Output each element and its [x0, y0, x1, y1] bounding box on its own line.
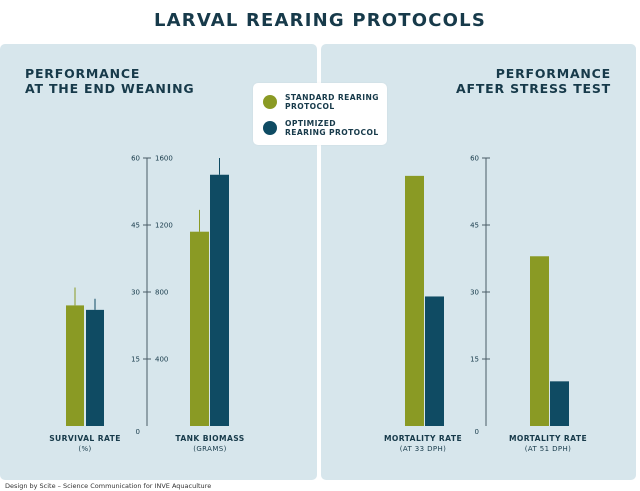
- category-label-survival-main: SURVIVAL RATE: [49, 434, 121, 443]
- category-label-biomass-main: TANK BIOMASS: [175, 434, 245, 443]
- left-y-axis-tick-label: 15: [131, 356, 140, 364]
- category-label-survival: SURVIVAL RATE (%): [40, 434, 130, 454]
- category-label-mortality-51: MORTALITY RATE (AT 51 DPH): [503, 434, 593, 454]
- bar-survival-standard: [66, 305, 84, 426]
- right-y-axis-tick-label: 30: [470, 289, 479, 297]
- right-y-axis-tick-label: 15: [470, 356, 479, 364]
- left-y-axis-tick-label: 60: [131, 155, 140, 163]
- left-y-axis-tick-label: 0: [136, 428, 140, 436]
- left-y-axis-tick-label: 30: [131, 289, 140, 297]
- category-label-mortality-33: MORTALITY RATE (AT 33 DPH): [378, 434, 468, 454]
- bar-mortality51-standard: [530, 256, 549, 426]
- biomass-y-axis-tick-label: 400: [155, 356, 168, 364]
- right-y-axis-tick-label: 0: [475, 428, 479, 436]
- category-label-mortality-51-main: MORTALITY RATE: [508, 434, 588, 443]
- legend-label-standard: STANDARD REARING PROTOCOL: [285, 93, 379, 111]
- biomass-y-axis-tick-label: 1600: [155, 155, 173, 163]
- bar-biomass-optimized: [210, 174, 229, 426]
- left-panel-title: PERFORMANCE AT THE END WEANING: [25, 66, 194, 96]
- bar-survival-optimized: [86, 309, 104, 426]
- category-label-mortality-33-sub: (AT 33 DPH): [399, 445, 447, 453]
- right-panel-title: PERFORMANCE AFTER STRESS TEST: [456, 66, 611, 96]
- biomass-y-axis-tick-label: 1200: [155, 222, 173, 230]
- category-label-biomass: TANK BIOMASS (GRAMS): [160, 434, 260, 454]
- biomass-y-axis-tick-label: 800: [155, 289, 168, 297]
- left-y-axis-tick-label: 45: [131, 222, 140, 230]
- bar-biomass-standard: [190, 231, 209, 426]
- bar-mortality51-optimized: [550, 381, 569, 426]
- category-label-survival-sub: (%): [78, 445, 92, 453]
- left-panel-title-line1: PERFORMANCE: [25, 66, 141, 81]
- bar-mortality33-optimized: [425, 296, 444, 426]
- page-title: LARVAL REARING PROTOCOLS: [153, 10, 487, 31]
- chart-legend: STANDARD REARING PROTOCOL OPTIMIZED REAR…: [253, 83, 387, 145]
- legend-label-optimized: OPTIMIZED REARING PROTOCOL: [285, 119, 379, 137]
- right-y-axis-tick-label: 60: [470, 155, 479, 163]
- category-label-biomass-sub: (GRAMS): [193, 445, 227, 453]
- legend-swatch-standard: [263, 95, 277, 109]
- right-panel-title-line1: PERFORMANCE: [495, 66, 611, 81]
- credit-text: Design by Scite – Science Communication …: [5, 482, 212, 490]
- bar-mortality33-standard: [405, 175, 424, 426]
- category-label-mortality-51-sub: (AT 51 DPH): [524, 445, 572, 453]
- legend-swatch-optimized: [263, 121, 277, 135]
- left-panel-title-line2: AT THE END WEANING: [25, 81, 195, 96]
- right-panel-title-line2: AFTER STRESS TEST: [456, 81, 611, 96]
- category-label-mortality-33-main: MORTALITY RATE: [383, 434, 463, 443]
- legend-item-standard: STANDARD REARING PROTOCOL: [263, 93, 380, 111]
- right-y-axis-tick-label: 45: [470, 222, 479, 230]
- legend-item-optimized: OPTIMIZED REARING PROTOCOL: [263, 119, 380, 137]
